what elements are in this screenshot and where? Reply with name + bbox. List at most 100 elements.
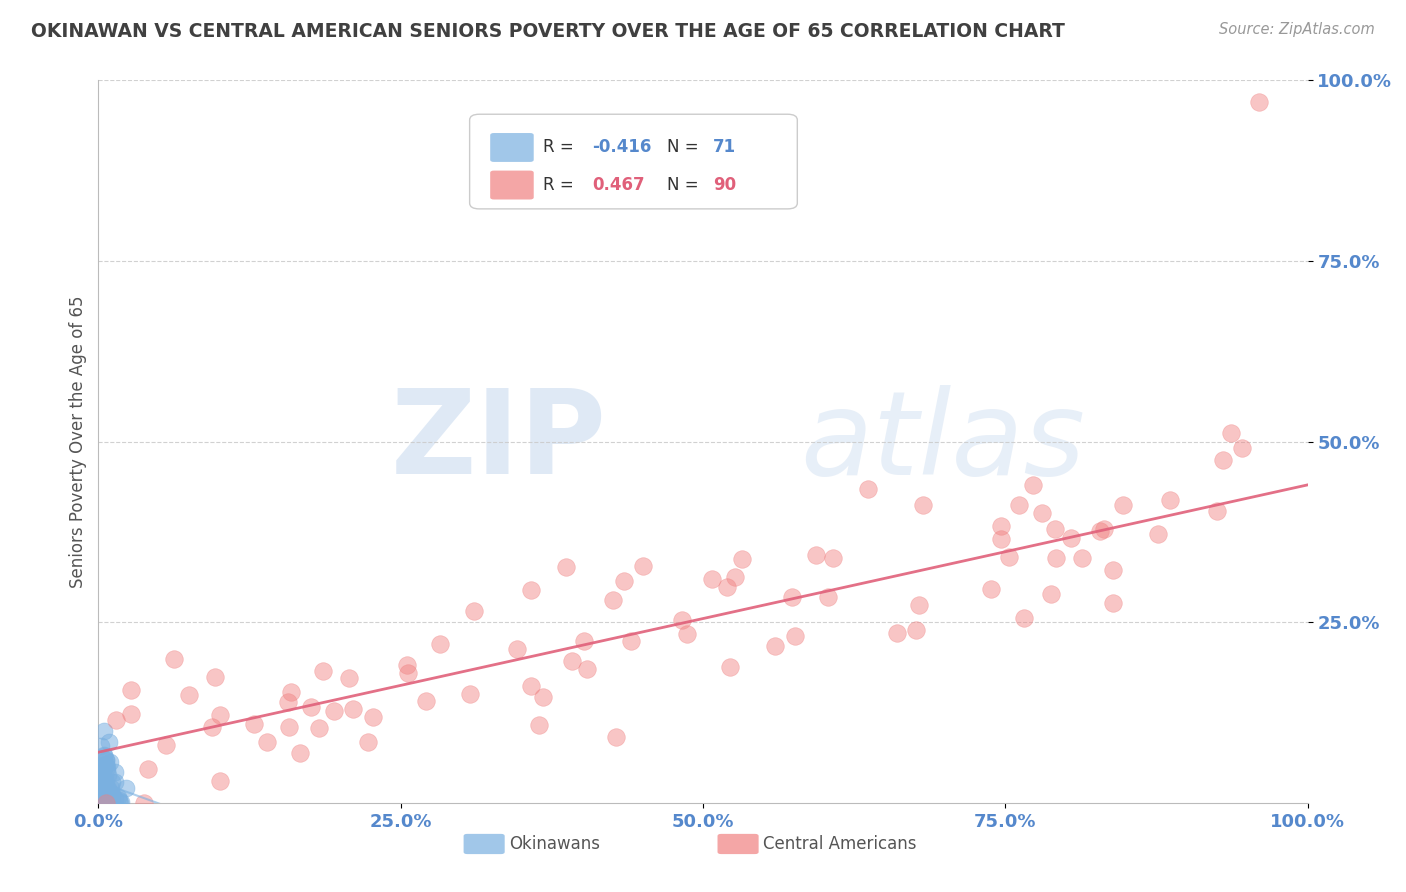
Point: [91, 796, 114, 810]
Point: [100, 781, 122, 796]
Point: [90, 780, 112, 795]
Point: [357, 735, 380, 749]
Point: [163, 652, 186, 666]
Point: [561, 654, 583, 668]
Point: [886, 626, 908, 640]
Point: [905, 624, 928, 638]
Point: [98, 755, 121, 769]
Point: [89, 796, 111, 810]
Point: [104, 765, 127, 780]
Point: [1045, 551, 1067, 566]
Point: [990, 519, 1012, 533]
Point: [463, 604, 485, 618]
Point: [94, 788, 117, 802]
Point: [817, 591, 839, 605]
Text: 71: 71: [713, 138, 735, 156]
Point: [93, 776, 115, 790]
Point: [1102, 563, 1125, 577]
Point: [96, 796, 118, 810]
Point: [520, 583, 543, 598]
Point: [299, 700, 322, 714]
Point: [763, 639, 786, 653]
FancyBboxPatch shape: [491, 133, 534, 162]
FancyBboxPatch shape: [464, 834, 505, 855]
Point: [1147, 526, 1170, 541]
Point: [201, 720, 224, 734]
Point: [1101, 596, 1123, 610]
Point: [87, 780, 110, 794]
Point: [90, 765, 112, 780]
Point: [91, 796, 114, 810]
Point: [208, 707, 231, 722]
Text: R =: R =: [543, 176, 574, 194]
Text: 0.467: 0.467: [592, 176, 644, 194]
Point: [110, 795, 132, 809]
Point: [96, 753, 118, 767]
Point: [136, 762, 159, 776]
Point: [93, 724, 115, 739]
Point: [87, 796, 110, 810]
Point: [702, 572, 724, 586]
Point: [89, 762, 111, 776]
Point: [1159, 493, 1181, 508]
Point: [506, 641, 529, 656]
Point: [208, 774, 231, 789]
Point: [90, 786, 112, 800]
Point: [519, 679, 541, 693]
Point: [177, 689, 200, 703]
Point: [308, 721, 330, 735]
Point: [87, 791, 110, 805]
Text: N =: N =: [666, 138, 699, 156]
Point: [101, 796, 124, 810]
Point: [96, 789, 118, 803]
Point: [337, 672, 360, 686]
Text: Source: ZipAtlas.com: Source: ZipAtlas.com: [1219, 22, 1375, 37]
Point: [90, 796, 112, 810]
Point: [620, 633, 643, 648]
Point: [1040, 587, 1063, 601]
Point: [312, 664, 335, 678]
Point: [280, 685, 302, 699]
Point: [415, 694, 437, 708]
Point: [91, 788, 114, 802]
Point: [527, 718, 550, 732]
Point: [93, 748, 115, 763]
Point: [93, 760, 115, 774]
Point: [460, 687, 482, 701]
Point: [91, 795, 114, 809]
Point: [997, 550, 1019, 565]
Point: [1092, 522, 1115, 536]
Point: [990, 532, 1012, 546]
Text: ZIP: ZIP: [391, 384, 606, 499]
Point: [323, 704, 346, 718]
Point: [91, 796, 114, 810]
FancyBboxPatch shape: [491, 170, 534, 200]
Point: [90, 764, 112, 779]
Point: [90, 774, 112, 789]
Point: [104, 714, 127, 728]
Text: Central Americans: Central Americans: [763, 835, 917, 853]
Point: [398, 666, 420, 681]
Point: [256, 735, 278, 749]
Point: [716, 581, 738, 595]
Point: [1220, 425, 1243, 440]
Point: [97, 793, 120, 807]
Point: [89, 796, 111, 810]
Point: [980, 582, 1002, 596]
Point: [120, 707, 142, 722]
Point: [1043, 523, 1066, 537]
Point: [104, 775, 127, 789]
Text: OKINAWAN VS CENTRAL AMERICAN SENIORS POVERTY OVER THE AGE OF 65 CORRELATION CHAR: OKINAWAN VS CENTRAL AMERICAN SENIORS POV…: [31, 22, 1064, 41]
Point: [1212, 453, 1234, 467]
Point: [1070, 551, 1092, 566]
Point: [911, 498, 934, 512]
Point: [342, 702, 364, 716]
Point: [720, 660, 742, 674]
Text: 90: 90: [713, 176, 735, 194]
Point: [93, 757, 115, 772]
Point: [94, 775, 117, 789]
Text: N =: N =: [666, 176, 699, 194]
Point: [89, 771, 111, 785]
Point: [101, 774, 124, 789]
Text: Okinawans: Okinawans: [509, 835, 600, 853]
